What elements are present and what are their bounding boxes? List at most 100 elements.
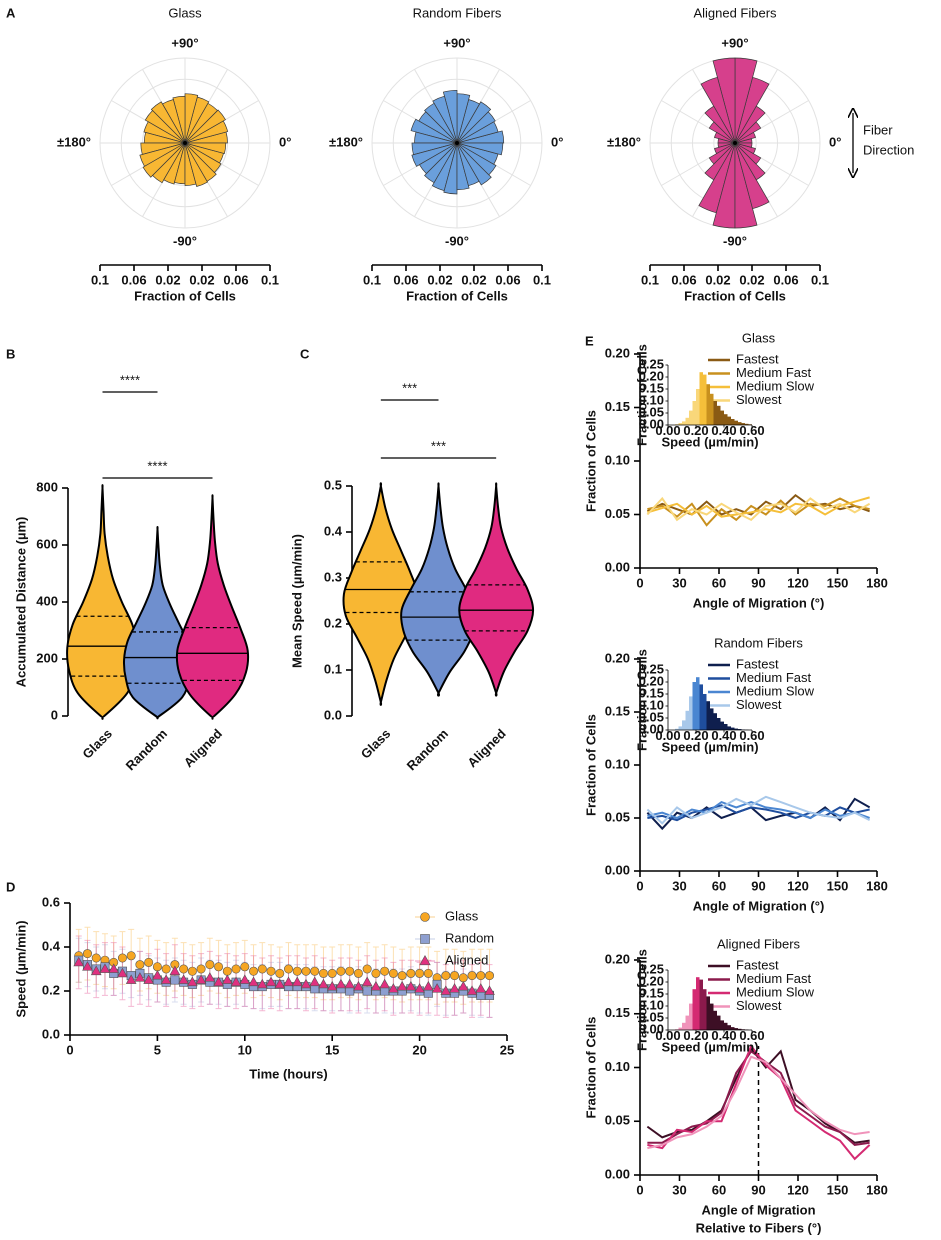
histogram-bar (685, 1015, 689, 1030)
histogram-bar (731, 419, 735, 425)
marker (205, 960, 215, 970)
y-tick-label: 0.20 (639, 973, 664, 988)
histogram-bar (692, 401, 696, 425)
series-line (647, 1043, 871, 1161)
legend-label: Glass (445, 908, 479, 923)
marker (292, 966, 302, 976)
rose-sector (424, 102, 458, 144)
histogram-bar (685, 710, 689, 730)
marker (388, 968, 398, 978)
x-tick-label: 60 (712, 878, 726, 893)
x-tick-label: 5 (154, 1042, 161, 1057)
marker (406, 968, 416, 978)
y-axis-label: Fraction of Cells (583, 1017, 598, 1119)
rose-sector (184, 109, 226, 144)
rose-sector (184, 142, 222, 173)
marker (91, 953, 101, 963)
y-tick-label: 0.20 (605, 951, 630, 966)
inset-x-label: Speed (µm/min) (661, 1039, 758, 1054)
x-tick-label: 0.20 (683, 1028, 708, 1043)
x-tick-label: 0.1 (261, 272, 279, 287)
marker (353, 980, 364, 991)
y-axis-label: Fraction of Cells (634, 344, 649, 446)
marker (422, 980, 434, 991)
histogram-bar (713, 401, 717, 425)
marker (283, 976, 294, 987)
marker (318, 968, 328, 978)
rose-sector (184, 142, 209, 187)
violin (175, 494, 250, 720)
rose-sector (708, 121, 736, 144)
marker (397, 971, 407, 981)
chart-title: Glass (742, 330, 776, 345)
marker (275, 968, 285, 978)
x-axis-label: Time (hours) (249, 1066, 328, 1081)
y-tick-label: 0.25 (639, 961, 664, 976)
histogram-bar (710, 393, 714, 425)
marker (152, 962, 162, 972)
histogram-bar (720, 410, 724, 425)
inset-x-label: Speed (µm/min) (661, 434, 758, 449)
marker (353, 968, 363, 978)
y-tick-label: 0.00 (639, 416, 664, 431)
marker (221, 974, 233, 984)
significance-label: *** (402, 380, 417, 395)
rose-sector (163, 142, 186, 185)
histogram-bar (706, 996, 710, 1030)
histogram-bar (703, 694, 707, 730)
y-tick-label: 0.1 (324, 661, 342, 676)
marker (405, 980, 417, 991)
marker (300, 978, 312, 989)
histogram-bar (717, 718, 721, 730)
y-axis-label: Fraction of Cells (634, 949, 649, 1051)
x-tick-label: Aligned (181, 726, 225, 770)
marker (195, 974, 207, 984)
histogram-bar (727, 416, 731, 425)
marker (265, 976, 277, 987)
histogram-bar (727, 726, 731, 730)
x-tick-label: 0.00 (655, 423, 680, 438)
rose-sector (152, 142, 186, 184)
x-tick-label: 0.02 (705, 272, 730, 287)
y-tick-label: 0.05 (605, 809, 630, 824)
rose-sector (734, 142, 762, 165)
marker (213, 976, 224, 987)
y-tick-label: 200 (36, 650, 58, 665)
violin (458, 482, 535, 697)
marker (485, 971, 495, 981)
x-axis-label: Angle of Migration (°) (693, 898, 825, 913)
y-tick-label: 0.00 (605, 559, 630, 574)
significance-label: **** (120, 372, 140, 387)
legend-label: Slowest (736, 998, 782, 1013)
histogram-bar (689, 696, 693, 730)
x-tick-label: 0 (636, 1182, 643, 1197)
y-tick-label: 0.05 (639, 1009, 664, 1024)
legend-marker (419, 954, 431, 966)
y-tick-label: 0.10 (605, 1059, 630, 1074)
x-tick-label: 0.20 (683, 423, 708, 438)
marker (361, 976, 373, 987)
marker (336, 966, 346, 976)
legend-marker (420, 934, 430, 944)
marker (396, 980, 408, 991)
center-dot (183, 141, 187, 145)
x-tick-label: 150 (827, 878, 849, 893)
x-tick-label: 0.60 (739, 728, 764, 743)
x-tick-label: 0.06 (393, 272, 418, 287)
x-axis-label: Relative to Fibers (°) (696, 1220, 822, 1235)
marker (458, 973, 468, 983)
histogram-bar (727, 1025, 731, 1030)
marker (196, 964, 206, 974)
marker (99, 963, 111, 973)
y-tick-label: 0.20 (639, 368, 664, 383)
angle-label: -90° (173, 233, 197, 248)
histogram-bar (696, 977, 700, 1030)
y-tick-label: 0.00 (639, 721, 664, 736)
legend-label: Aligned (445, 952, 488, 967)
marker (345, 966, 355, 976)
x-tick-label: 90 (751, 1182, 765, 1197)
y-tick-label: 0.25 (639, 661, 664, 676)
y-tick-label: 0.6 (42, 894, 60, 909)
y-tick-label: 0.0 (42, 1026, 60, 1041)
marker (152, 969, 163, 980)
